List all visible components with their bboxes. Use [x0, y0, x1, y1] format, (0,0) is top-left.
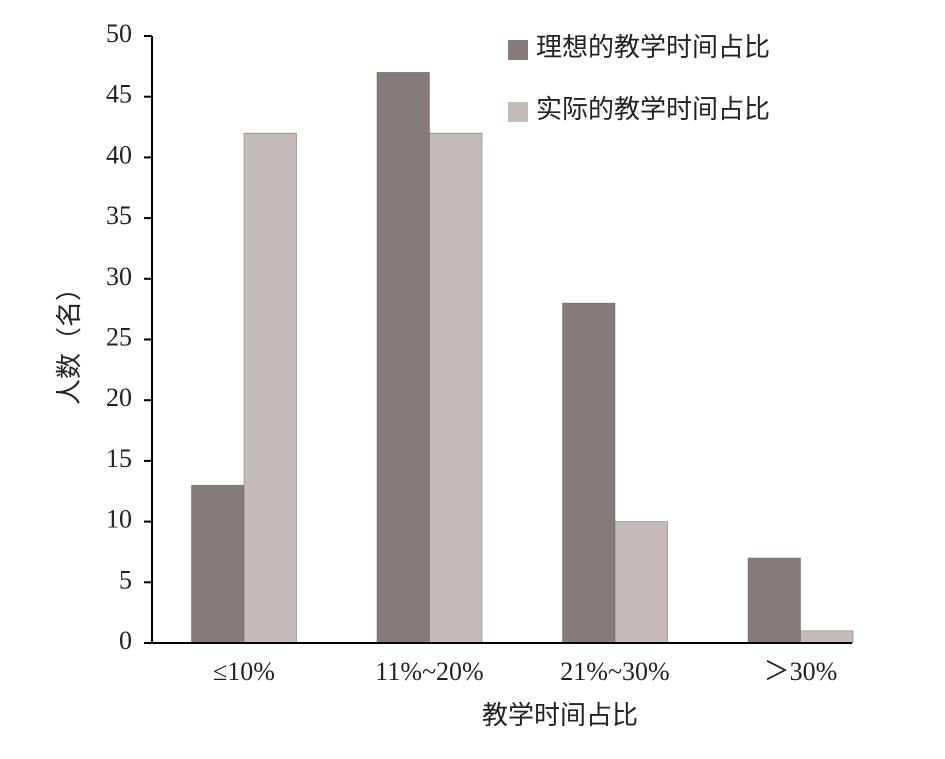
x-tick-label: ＞30%	[764, 657, 838, 686]
x-tick-label: 21%~30%	[560, 657, 669, 686]
legend-label: 理想的教学时间占比	[536, 33, 770, 62]
bar	[614, 521, 668, 644]
y-tick-label: 40	[106, 140, 132, 169]
x-tick-label: 11%~20%	[375, 657, 483, 686]
x-tick-label: ≤10%	[213, 657, 275, 686]
bar	[800, 630, 854, 644]
y-tick-label: 15	[106, 444, 132, 473]
y-tick-label: 45	[106, 80, 132, 109]
y-axis-label: 人数（名）	[55, 275, 84, 405]
y-tick-label: 20	[106, 383, 132, 412]
y-tick-label: 50	[106, 19, 132, 48]
legend-swatch	[508, 102, 528, 122]
y-tick-label: 30	[106, 262, 132, 291]
bar	[429, 132, 483, 644]
bar	[191, 484, 245, 644]
y-tick-label: 5	[119, 565, 132, 594]
bar	[747, 557, 801, 644]
legend-swatch	[508, 40, 528, 60]
y-tick-label: 0	[119, 626, 132, 655]
y-tick-label: 35	[106, 201, 132, 230]
legend-label: 实际的教学时间占比	[536, 95, 770, 124]
bar	[243, 132, 297, 644]
bar	[562, 302, 616, 644]
x-axis-label: 教学时间占比	[482, 701, 638, 730]
y-tick-label: 10	[106, 505, 132, 534]
y-tick-label: 25	[106, 322, 132, 351]
bar	[376, 72, 430, 644]
